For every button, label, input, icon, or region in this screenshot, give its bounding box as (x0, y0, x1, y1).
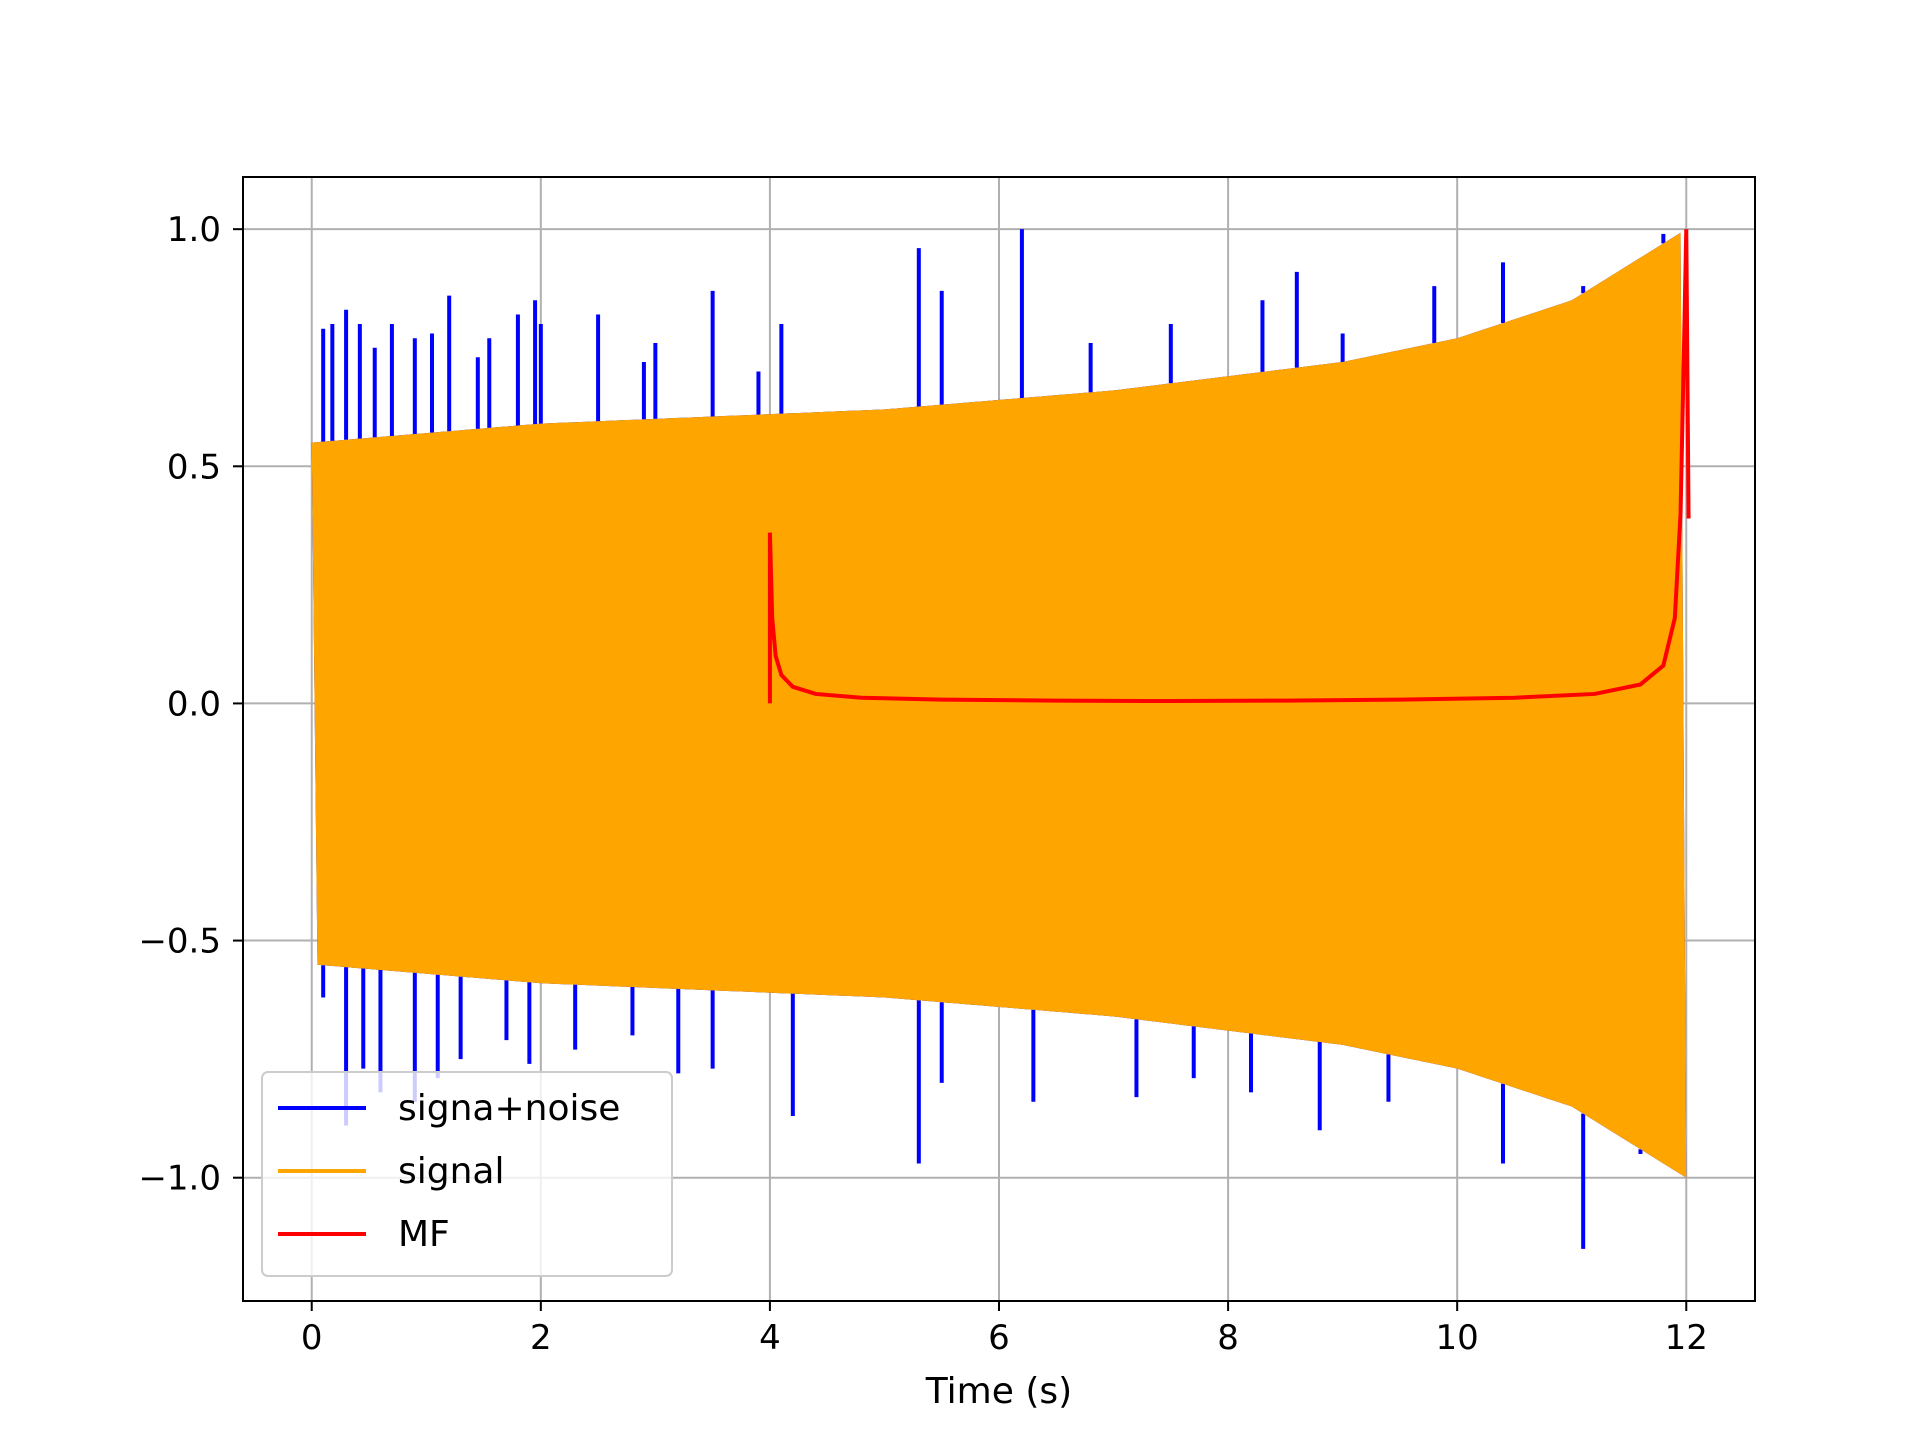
legend-label: signa+noise (398, 1088, 620, 1129)
legend-box (261, 1071, 673, 1277)
x-tick-label: 12 (1665, 1318, 1708, 1358)
legend-label: signal (398, 1151, 505, 1192)
y-tick-label: 0.0 (167, 684, 221, 724)
x-tick-label: 10 (1436, 1318, 1479, 1358)
x-tick-label: 2 (530, 1318, 552, 1358)
series-mf-line (767, 229, 1691, 704)
x-tick-label: 0 (301, 1318, 323, 1358)
y-tick-label: −1.0 (138, 1159, 221, 1199)
legend: signa+noise signal MF (261, 1071, 673, 1277)
x-tick-label: 6 (988, 1318, 1010, 1358)
x-tick-label: 8 (1217, 1318, 1239, 1358)
y-tick-label: 1.0 (167, 210, 221, 250)
x-tick-label: 4 (759, 1318, 781, 1358)
x-axis-label: Time (s) (925, 1371, 1072, 1412)
series-signal-band (311, 232, 1687, 1178)
y-tick-label: 0.5 (167, 447, 221, 487)
y-tick-label: −0.5 (138, 922, 221, 962)
axis-ticks: 0 2 4 6 8 10 12 −1.0 −0.5 0.0 0.5 1.0 (138, 210, 1707, 1358)
legend-label: MF (398, 1214, 450, 1255)
plot-area (311, 229, 1691, 1249)
